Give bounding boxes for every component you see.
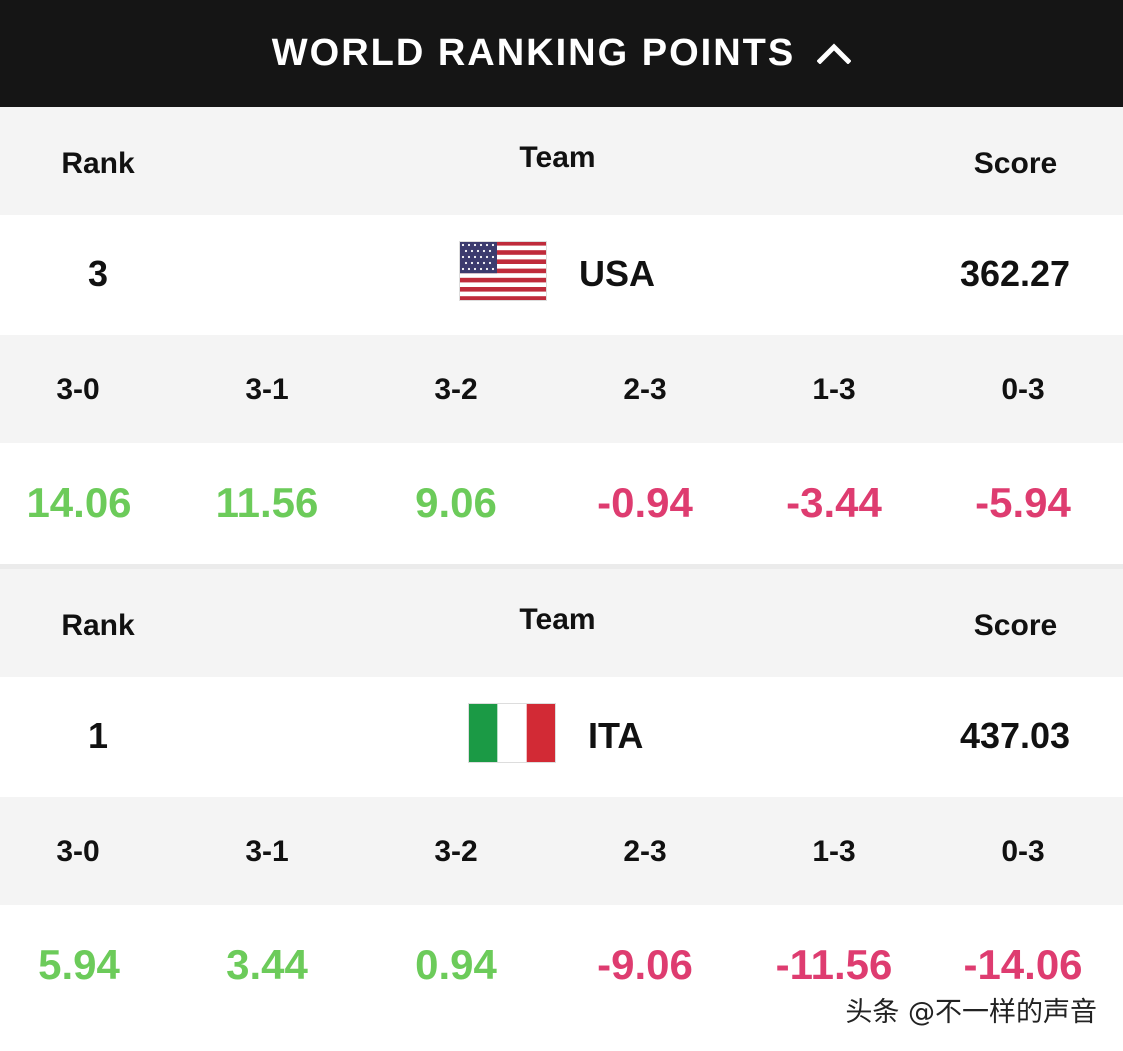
rank-column-header: Rank — [61, 609, 135, 642]
team-1-score: 362.27 — [959, 253, 1071, 294]
world-ranking-points-header[interactable]: WORLD RANKING POINTS — [0, 0, 1123, 107]
section-divider — [0, 564, 1123, 569]
team-1-header-row: Rank Team Score — [0, 107, 1123, 215]
italy-flag-icon — [468, 703, 556, 763]
outcome-label: 1-3 — [812, 373, 856, 406]
points-value: 0.94 — [415, 941, 497, 988]
team-1-points-row: 14.06 11.56 9.06 -0.94 -3.44 -5.94 — [0, 443, 1123, 565]
team-2-rank: 1 — [87, 715, 109, 756]
points-value: 11.56 — [215, 479, 319, 526]
header-title: WORLD RANKING POINTS — [271, 32, 796, 74]
team-2-info-row: 1 ITA 437.03 — [0, 677, 1123, 797]
team-2-points-row: 5.94 3.44 0.94 -9.06 -11.56 -14.06 — [0, 905, 1123, 1051]
team-2-name: ITA — [588, 715, 644, 756]
points-value: -9.06 — [597, 941, 693, 988]
outcome-label: 3-0 — [56, 835, 100, 868]
team-2-header-row: Rank Team Score — [0, 569, 1123, 677]
points-value: 3.44 — [226, 941, 308, 988]
points-value: 9.06 — [415, 479, 497, 526]
outcome-label: 0-3 — [1001, 373, 1045, 406]
watermark-text: 头条 @不一样的声音 — [845, 997, 1097, 1028]
team-2-outcome-label-row: 3-0 3-1 3-2 2-3 1-3 0-3 — [0, 797, 1123, 905]
outcome-label: 3-1 — [245, 373, 289, 406]
usa-flag-icon — [459, 241, 547, 301]
points-value: 14.06 — [26, 479, 132, 526]
rank-column-header: Rank — [61, 147, 135, 180]
outcome-label: 3-2 — [434, 373, 478, 406]
points-value: -5.94 — [975, 479, 1071, 526]
team-2-score: 437.03 — [959, 715, 1071, 756]
outcome-label: 0-3 — [1001, 835, 1045, 868]
points-value: -14.06 — [963, 941, 1083, 988]
team-column-header: Team — [519, 603, 596, 636]
team-1-rank: 3 — [87, 253, 109, 294]
score-column-header: Score — [973, 609, 1058, 642]
outcome-label: 3-1 — [245, 835, 289, 868]
chevron-up-icon[interactable] — [817, 42, 852, 64]
score-column-header: Score — [973, 147, 1058, 180]
outcome-label: 2-3 — [623, 835, 667, 868]
team-1-outcome-label-row: 3-0 3-1 3-2 2-3 1-3 0-3 — [0, 335, 1123, 443]
points-value: 5.94 — [38, 941, 120, 988]
outcome-label: 1-3 — [812, 835, 856, 868]
outcome-label: 2-3 — [623, 373, 667, 406]
team-1-info-row: 3 USA 362.27 — [0, 215, 1123, 335]
points-value: -11.56 — [775, 941, 893, 988]
points-value: -0.94 — [597, 479, 693, 526]
outcome-label: 3-2 — [434, 835, 478, 868]
team-1-name: USA — [579, 253, 656, 294]
outcome-label: 3-0 — [56, 373, 100, 406]
points-value: -3.44 — [786, 479, 882, 526]
team-column-header: Team — [519, 141, 596, 174]
